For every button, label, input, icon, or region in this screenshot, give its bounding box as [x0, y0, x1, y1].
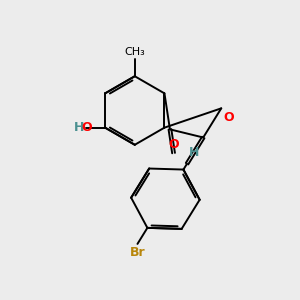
Text: O: O — [81, 121, 92, 134]
Text: H: H — [189, 146, 200, 159]
Text: Br: Br — [130, 246, 145, 259]
Text: H: H — [74, 121, 84, 134]
Text: O: O — [224, 111, 234, 124]
Text: O: O — [168, 138, 179, 151]
Text: CH₃: CH₃ — [124, 47, 145, 57]
